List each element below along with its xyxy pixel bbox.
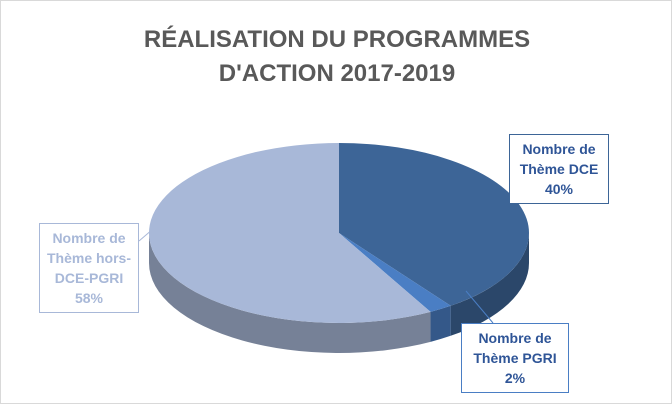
slice bbox=[149, 143, 431, 323]
label-value: 2% bbox=[504, 370, 526, 386]
slice-side bbox=[450, 233, 530, 336]
leader-line bbox=[138, 228, 154, 242]
leader-line bbox=[465, 290, 494, 324]
slice bbox=[339, 233, 451, 312]
label-category: Nombre de Thème PGRI bbox=[473, 330, 557, 366]
slice-side bbox=[430, 305, 451, 342]
slice-side bbox=[148, 233, 431, 354]
data-label: Nombre de Thème DCE 40% bbox=[509, 134, 609, 204]
label-value: 40% bbox=[544, 181, 574, 197]
data-label: Nombre de Thème PGRI 2% bbox=[461, 323, 569, 393]
slice bbox=[339, 143, 529, 306]
label-category: Nombre de Thème DCE bbox=[519, 141, 599, 177]
label-value: 58% bbox=[74, 290, 104, 306]
data-label: Nombre de Thème hors-DCE-PGRI 58% bbox=[39, 223, 139, 313]
chart-title: RÉALISATION DU PROGRAMMES D'ACTION 2017-… bbox=[143, 26, 531, 87]
label-category: Nombre de Thème hors-DCE-PGRI bbox=[46, 230, 131, 286]
